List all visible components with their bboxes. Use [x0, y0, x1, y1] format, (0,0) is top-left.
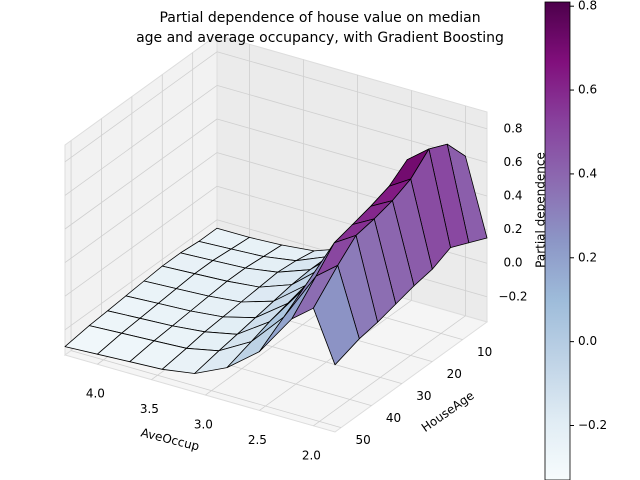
- x-axis-label: AveOccup: [139, 425, 200, 453]
- y-tick-label: 50: [355, 433, 370, 447]
- colorbar-tick-label: 0.8: [578, 0, 597, 13]
- surface-face: [312, 264, 360, 366]
- colorbar-tick-label: 0.4: [578, 166, 597, 180]
- colorbar-tick-label: 0.6: [578, 83, 597, 97]
- colorbar: [544, 1, 571, 480]
- grid-line: [64, 219, 218, 331]
- x-tick-label: 2.5: [248, 433, 267, 447]
- colorbar-tick-label: 0.0: [578, 334, 597, 348]
- grid-line: [64, 51, 218, 163]
- y-tick-label: 30: [416, 389, 431, 403]
- z-tick-label: 0.6: [503, 155, 522, 169]
- surface: [64, 143, 488, 374]
- x-tick-label: 3.0: [194, 418, 213, 432]
- colorbar-tick-label: −0.2: [578, 418, 607, 432]
- z-tick-label: 0.0: [503, 256, 522, 270]
- x-tick-label: 3.5: [140, 402, 159, 416]
- colorbar-tick-label: 0.2: [578, 250, 597, 264]
- z-tick-label: 0.8: [503, 121, 522, 135]
- grid-line: [313, 315, 466, 427]
- grid-line: [64, 118, 218, 230]
- y-tick-label: 10: [477, 345, 492, 359]
- grid-line: [70, 350, 342, 428]
- y-tick-label: 20: [447, 367, 462, 381]
- z-tick-label: 0.4: [503, 189, 522, 203]
- grid-line: [216, 51, 488, 130]
- z-tick-label: −0.2: [498, 289, 527, 303]
- grid-line: [64, 185, 218, 297]
- chart-title: age and average occupancy, with Gradient…: [136, 30, 504, 46]
- z-axis-label: Partial dependence: [534, 152, 548, 268]
- grid-line: [64, 152, 218, 263]
- z-tick-label: 0.2: [503, 222, 522, 236]
- x-tick-label: 4.0: [86, 387, 105, 401]
- colorbar-ticks: −0.2 0.0 0.2 0.4 0.6 0.8: [570, 0, 607, 432]
- grid-line: [64, 85, 218, 196]
- y-tick-label: 40: [386, 411, 401, 425]
- chart-title: Partial dependence of house value on med…: [159, 10, 480, 26]
- x-tick-label: 2.0: [302, 448, 321, 462]
